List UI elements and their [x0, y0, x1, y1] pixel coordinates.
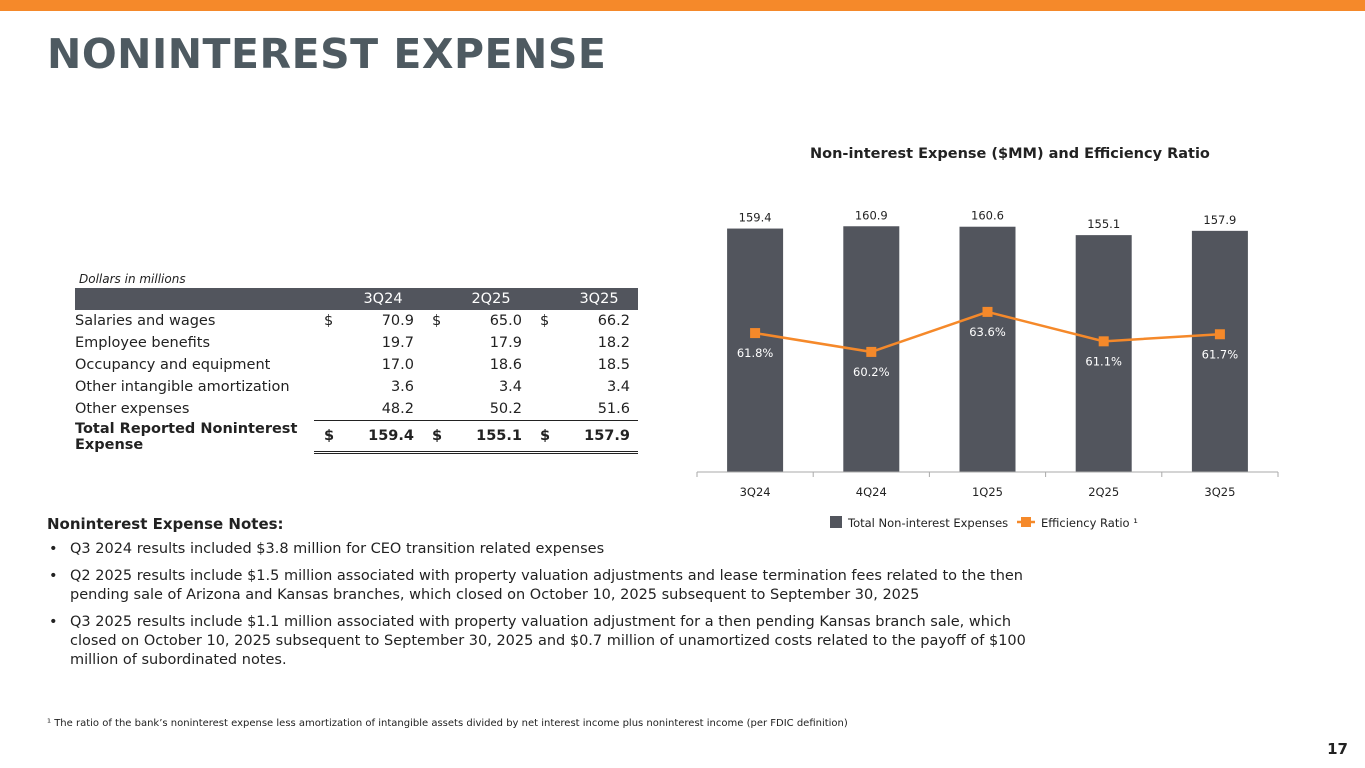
x-tick-label: 1Q25	[972, 485, 1003, 499]
bar	[1191, 230, 1248, 472]
row-label: Employee benefits	[75, 335, 211, 351]
total-row: Total Reported Noninterest Expense $159.4…	[75, 420, 638, 454]
efficiency-marker	[1098, 336, 1109, 347]
bar-label: 157.9	[1203, 213, 1236, 227]
currency-symbol: $	[422, 420, 452, 454]
col-header: 2Q25	[452, 288, 530, 310]
table-row: Other intangible amortization 3.6 3.4 3.4	[75, 376, 638, 398]
currency-symbol: $	[540, 313, 550, 329]
bar-label: 155.1	[1087, 217, 1120, 231]
chart-title: Non-interest Expense ($MM) and Efficienc…	[810, 146, 1210, 162]
bar-label: 160.6	[971, 209, 1004, 223]
currency-symbol: $	[314, 420, 344, 454]
cell-value: 70.9	[381, 313, 414, 329]
table-unit-note: Dollars in millions	[79, 272, 186, 286]
bar	[727, 228, 784, 472]
efficiency-label: 61.8%	[737, 346, 774, 360]
cell-value: 3.6	[390, 379, 414, 395]
legend-bar-swatch	[830, 516, 842, 528]
legend-line-label: Efficiency Ratio ¹	[1041, 516, 1138, 530]
notes-list: Q3 2024 results included $3.8 million fo…	[47, 540, 1047, 678]
notes-title: Noninterest Expense Notes:	[47, 515, 284, 533]
top-accent-bar	[0, 0, 1365, 11]
cell-value: 3.4	[606, 379, 630, 395]
efficiency-label: 60.2%	[853, 365, 890, 379]
bar	[1075, 235, 1132, 472]
x-tick-label: 3Q24	[740, 485, 771, 499]
note-item: Q3 2024 results included $3.8 million fo…	[47, 540, 1047, 559]
row-label: Total Reported Noninterest Expense	[75, 420, 298, 453]
cell-value: 157.9	[560, 420, 638, 454]
legend-bar-label: Total Non-interest Expenses	[847, 516, 1008, 530]
cell-value: 66.2	[597, 313, 630, 329]
cell-value: 159.4	[344, 420, 422, 454]
efficiency-label: 63.6%	[969, 325, 1006, 339]
currency-symbol: $	[530, 420, 560, 454]
cell-value: 18.5	[597, 357, 630, 373]
currency-symbol: $	[432, 313, 442, 329]
x-tick-label: 4Q24	[856, 485, 887, 499]
footnote: ¹ The ratio of the bank’s noninterest ex…	[47, 718, 848, 729]
cell-value: 65.0	[489, 313, 522, 329]
currency-symbol: $	[324, 313, 334, 329]
cell-value: 48.2	[344, 398, 422, 421]
efficiency-marker	[982, 306, 993, 317]
legend-line-marker	[1021, 517, 1031, 527]
expense-table: 3Q24 2Q25 3Q25 Salaries and wages $70.9 $6…	[75, 288, 638, 454]
table-row: Employee benefits 19.7 17.9 18.2	[75, 332, 638, 354]
efficiency-marker	[1214, 329, 1225, 340]
row-label: Salaries and wages	[75, 313, 216, 329]
bar	[959, 226, 1016, 472]
cell-value: 18.2	[597, 335, 630, 351]
x-tick-label: 3Q25	[1204, 485, 1235, 499]
row-label: Occupancy and equipment	[75, 357, 271, 373]
x-tick-label: 2Q25	[1088, 485, 1119, 499]
col-header: 3Q25	[560, 288, 638, 310]
table-row: Occupancy and equipment 17.0 18.6 18.5	[75, 354, 638, 376]
bar-label: 160.9	[855, 208, 888, 222]
row-label: Other intangible amortization	[75, 379, 290, 395]
cell-value: 17.0	[381, 357, 414, 373]
efficiency-label: 61.7%	[1202, 347, 1239, 361]
efficiency-label: 61.1%	[1085, 354, 1122, 368]
col-header: 3Q24	[344, 288, 422, 310]
cell-value: 19.7	[381, 335, 414, 351]
cell-value: 155.1	[452, 420, 530, 454]
cell-value: 17.9	[489, 335, 522, 351]
table-row: Salaries and wages $70.9 $65.0 $66.2	[75, 310, 638, 332]
note-item: Q3 2025 results include $1.1 million ass…	[47, 613, 1047, 670]
table-row: Other expenses 48.2 50.2 51.6	[75, 398, 638, 421]
page-title: NONINTEREST EXPENSE	[47, 30, 607, 78]
page-number: 17	[1327, 740, 1348, 758]
row-label: Other expenses	[75, 401, 190, 418]
efficiency-marker	[750, 328, 761, 339]
bar-label: 159.4	[739, 211, 772, 225]
efficiency-marker	[866, 346, 877, 357]
cell-value: 3.4	[498, 379, 522, 395]
note-item: Q2 2025 results include $1.5 million ass…	[47, 567, 1047, 605]
cell-value: 18.6	[489, 357, 522, 373]
